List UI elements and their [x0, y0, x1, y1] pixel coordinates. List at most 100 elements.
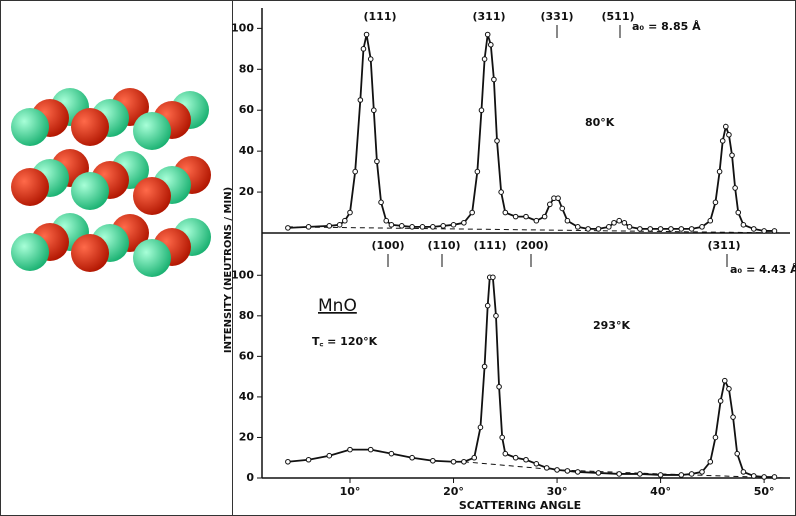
- curve: [287, 276, 775, 478]
- data-point: [474, 168, 481, 175]
- data-point: [740, 469, 747, 475]
- data-point: [726, 131, 732, 138]
- reflection-label: (311): [707, 239, 740, 252]
- data-point: [533, 217, 540, 224]
- data-point: [388, 222, 395, 228]
- background-line: [463, 461, 785, 479]
- x-tick-label: 30°: [547, 485, 568, 498]
- reflection-label: (200): [515, 239, 548, 252]
- data-point: [543, 465, 550, 471]
- data-point: [502, 450, 509, 457]
- data-point: [512, 454, 519, 461]
- data-point: [621, 219, 628, 226]
- data-point: [461, 458, 467, 465]
- data-point: [499, 434, 505, 441]
- data-point: [647, 226, 654, 232]
- data-point: [491, 76, 497, 83]
- data-point: [378, 199, 384, 206]
- lattice-constant: a₀ = 8.85 Å: [632, 20, 701, 33]
- data-point: [712, 434, 719, 441]
- crystal-structure: [11, 88, 211, 277]
- data-point: [471, 454, 478, 461]
- data-point: [347, 446, 353, 453]
- data-point: [750, 226, 757, 232]
- data-point: [707, 458, 714, 465]
- background-line: [287, 226, 785, 234]
- data-point: [719, 138, 726, 144]
- data-point: [637, 226, 643, 232]
- data-point: [440, 223, 446, 229]
- reflection-label: (331): [540, 10, 573, 23]
- y-tick-label: 80: [239, 309, 255, 322]
- data-point: [657, 472, 664, 478]
- temperature: 293°K: [593, 319, 630, 332]
- data-point: [409, 454, 415, 461]
- data-point: [409, 224, 415, 230]
- x-tick-label: 50°: [754, 485, 775, 498]
- y-tick-label: 20: [239, 185, 255, 198]
- data-point: [488, 41, 494, 48]
- data-point: [541, 213, 548, 220]
- reflection-label: (511): [601, 10, 634, 23]
- data-point: [360, 46, 367, 52]
- data-point: [559, 205, 566, 212]
- reflection-label: (110): [427, 239, 460, 252]
- data-point: [707, 217, 714, 224]
- reflection-label: (100): [371, 239, 404, 252]
- x-tick-label: 10°: [340, 485, 361, 498]
- data-point: [371, 107, 377, 114]
- data-point: [484, 31, 491, 38]
- data-point: [616, 471, 622, 477]
- data-point: [336, 222, 343, 228]
- y-tick-label: 80: [239, 62, 255, 75]
- data-point: [574, 224, 581, 230]
- y-axis-label: INTENSITY (NEUTRONS / MIN): [223, 187, 234, 353]
- data-point: [326, 452, 333, 459]
- curve: [287, 34, 775, 232]
- y-tick-label: 100: [231, 268, 254, 281]
- x-axis-label: SCATTERING ANGLE: [459, 499, 581, 512]
- data-point: [342, 217, 348, 224]
- reflection-label: (111): [363, 10, 396, 23]
- data-point: [285, 458, 291, 465]
- data-point: [469, 209, 475, 216]
- data-point: [305, 456, 312, 463]
- data-point: [771, 474, 778, 480]
- data-point: [574, 469, 581, 475]
- data-point: [564, 468, 571, 474]
- transition-temperature: T꜀ = 120°K: [312, 335, 378, 348]
- data-point: [523, 213, 529, 220]
- data-point: [732, 185, 738, 191]
- data-point: [761, 228, 767, 234]
- data-point: [496, 383, 502, 390]
- data-point: [363, 31, 370, 38]
- data-point: [626, 224, 633, 230]
- y-tick-label: 100: [231, 21, 254, 34]
- data-point: [326, 223, 333, 229]
- data-point: [657, 226, 664, 232]
- data-point: [735, 209, 742, 216]
- data-point: [761, 474, 767, 480]
- data-point: [484, 302, 491, 309]
- x-tick-label: 40°: [650, 485, 671, 498]
- data-point: [502, 209, 509, 216]
- y-tick-label: 40: [239, 144, 255, 157]
- data-point: [595, 226, 602, 232]
- data-point: [726, 386, 732, 392]
- data-point: [547, 201, 553, 208]
- data-point: [554, 467, 560, 473]
- data-point: [367, 56, 374, 62]
- y-tick-label: 40: [239, 390, 255, 403]
- y-tick-label: 60: [239, 349, 255, 362]
- data-point: [490, 274, 496, 281]
- data-point: [616, 217, 622, 224]
- data-point: [494, 138, 500, 144]
- reflection-label: (311): [472, 10, 505, 23]
- data-point: [477, 424, 484, 431]
- data-point: [555, 195, 561, 202]
- data-point: [285, 225, 291, 231]
- data-point: [357, 97, 364, 103]
- data-point: [374, 158, 380, 165]
- data-point: [450, 222, 457, 228]
